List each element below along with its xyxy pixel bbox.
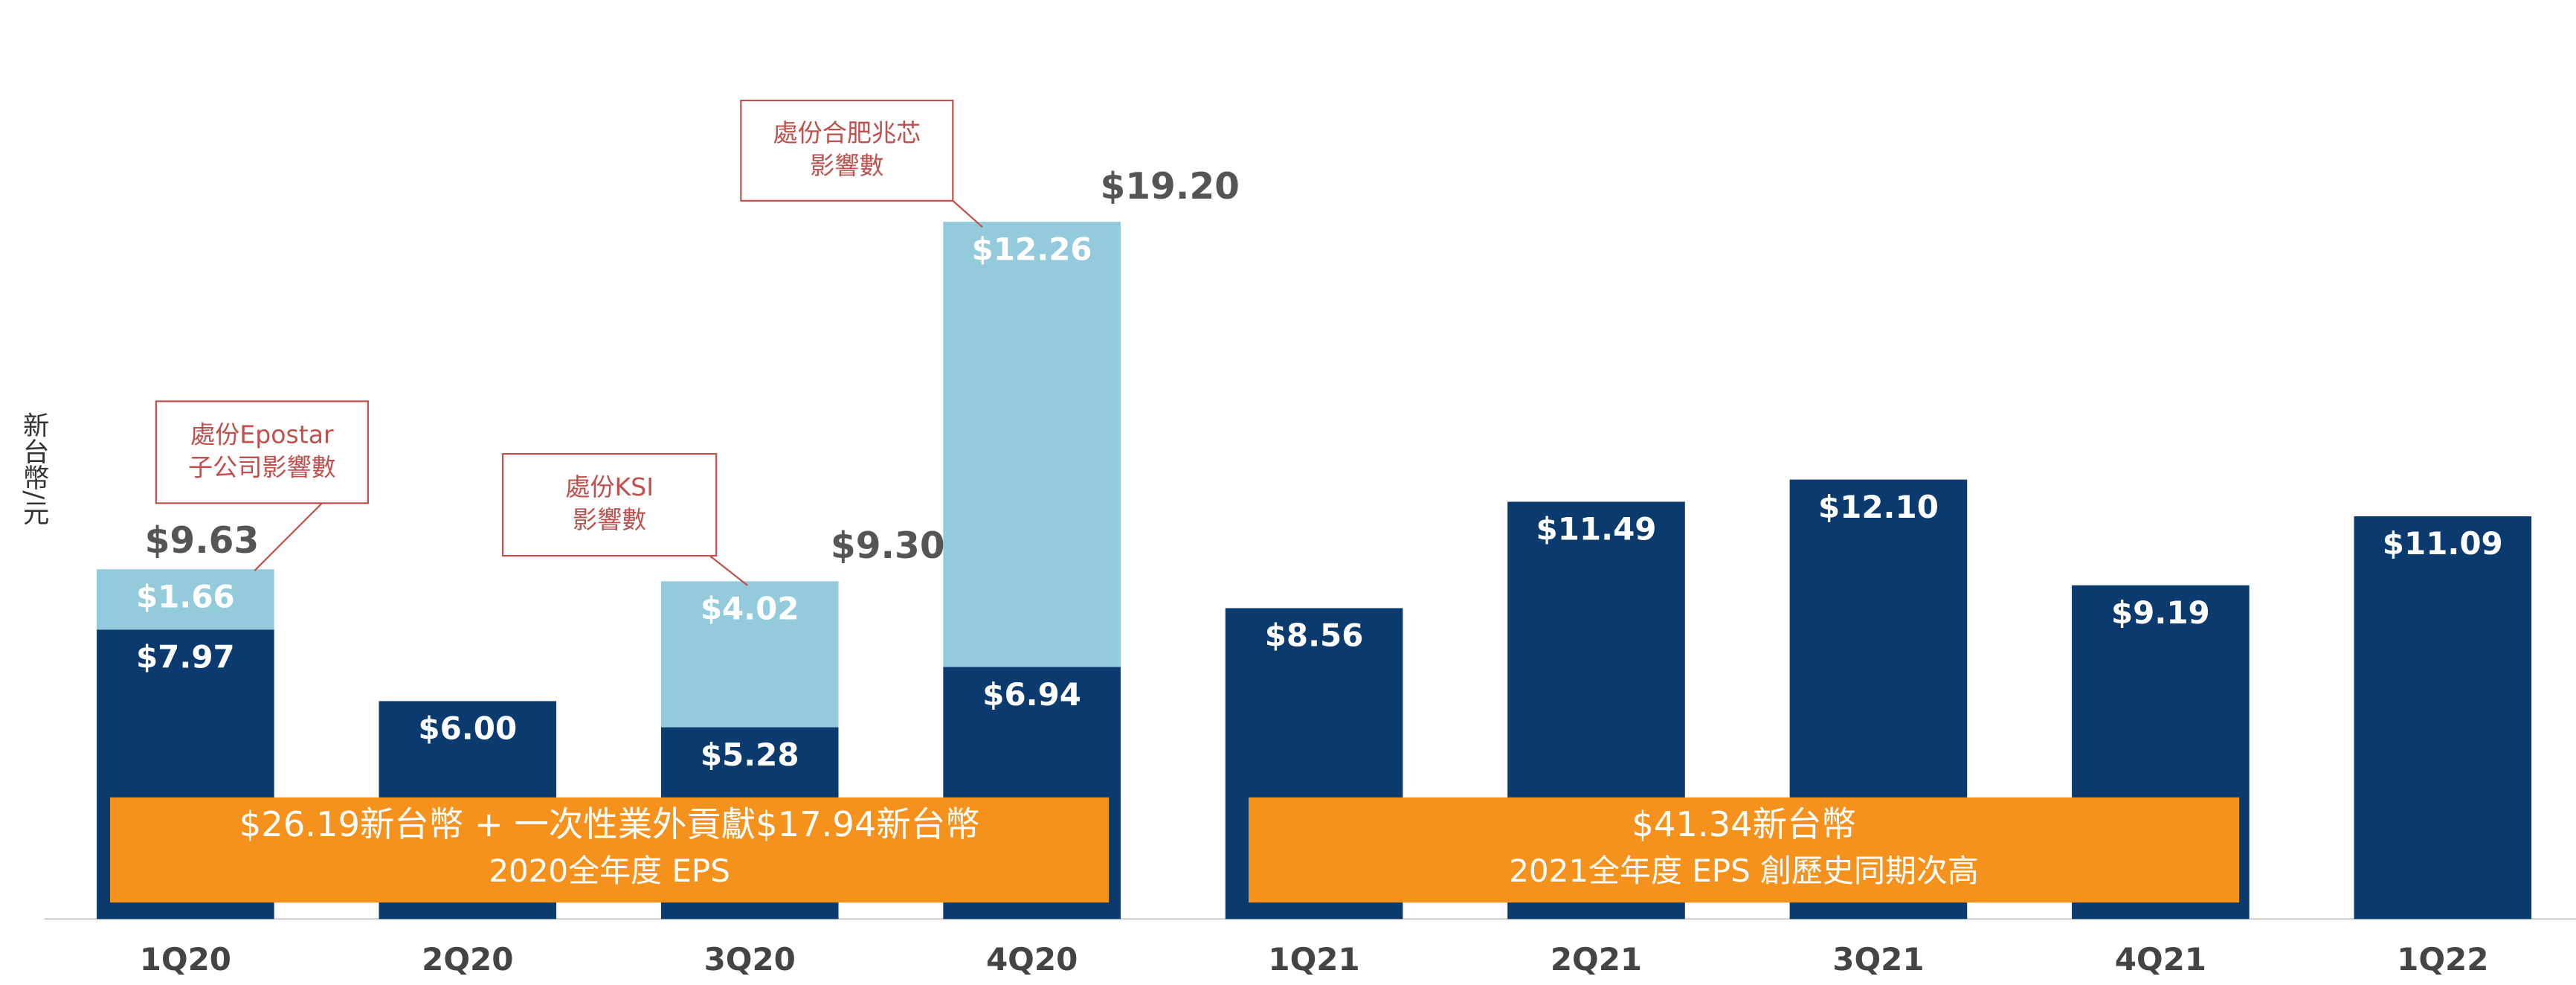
x-tick-label: 1Q20 [140,941,231,978]
summary-text: 2020全年度 EPS [489,853,730,889]
total-label: $9.30 [831,525,945,567]
callout-text: 處份合肥兆芯 [773,118,921,147]
callout-box [501,452,718,557]
x-tick-label: 1Q21 [1268,941,1359,978]
bar-segment [2354,516,2532,920]
x-tick-label: 3Q20 [704,941,796,978]
value-label: $5.28 [701,737,799,773]
callout-box [740,100,954,202]
value-label: $9.19 [2111,594,2210,631]
x-tick-label: 3Q21 [1832,941,1924,978]
summary-box [110,797,1110,903]
callout-leader [254,502,323,571]
summary-text: $41.34新台幣 [1632,804,1855,844]
value-label: $11.49 [1536,511,1657,548]
x-tick-label: 4Q20 [986,941,1078,978]
callout-text: 子公司影響數 [188,452,336,481]
callout-box [155,400,369,504]
x-tick-label: 2Q20 [422,941,513,978]
value-label: $12.26 [972,231,1092,267]
bar-segment [97,569,274,630]
value-label: $6.94 [982,676,1081,713]
bar-segment [660,581,839,728]
x-tick-label: 4Q21 [2115,941,2206,978]
value-label: $4.02 [701,591,799,627]
value-label: $6.00 [418,710,517,747]
callout-text: 影響數 [810,151,883,180]
value-label: $7.97 [136,639,235,676]
y-axis-label: 新台幣/元 [19,411,49,525]
total-label: $9.63 [145,520,260,562]
callout-text: 影響數 [573,505,646,534]
bar-segment [943,222,1121,667]
value-label: $12.10 [1818,489,1939,525]
summary-box [1248,797,2240,903]
callout-text: 處份KSI [565,472,654,501]
x-tick-label: 1Q22 [2397,941,2488,978]
value-label: $1.66 [136,578,235,615]
callout-leader [709,555,748,586]
callout-leader [952,200,983,228]
value-label: $11.09 [2383,525,2503,562]
value-label: $8.56 [1265,617,1364,654]
x-tick-label: 2Q21 [1551,941,1642,978]
total-label: $19.20 [1100,166,1240,208]
summary-text: 2021全年度 EPS 創歷史同期次高 [1509,853,1979,889]
summary-text: $26.19新台幣 + 一次性業外貢獻$17.94新台幣 [239,804,980,844]
callout-text: 處份Epostar [190,420,334,449]
